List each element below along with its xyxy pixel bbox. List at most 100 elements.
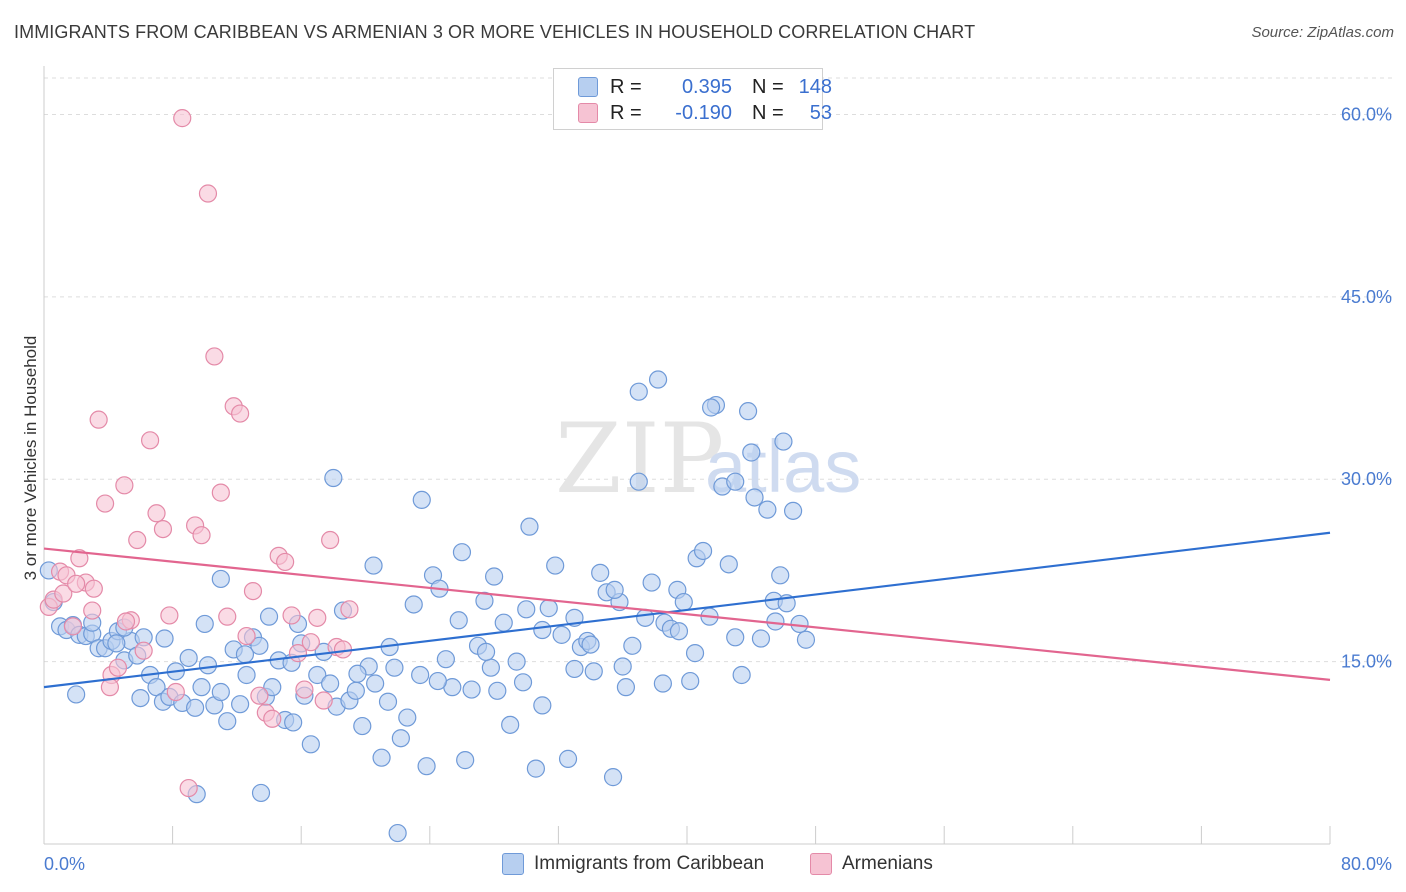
point-armenians <box>263 709 282 728</box>
point-armenians <box>166 682 185 702</box>
point-armenians <box>116 612 136 631</box>
point-caribbean <box>693 541 713 561</box>
legend-row-caribbean: R = 0.395 N = 148 <box>578 75 832 99</box>
watermark-zip: ZIP <box>555 403 724 515</box>
point-caribbean <box>685 644 705 663</box>
grid-layer <box>44 77 1392 663</box>
point-caribbean <box>198 656 218 675</box>
point-caribbean <box>507 652 526 671</box>
point-caribbean <box>702 398 721 417</box>
trend-line-caribbean <box>43 531 1331 689</box>
y-tick-label: 30.0% <box>1341 469 1392 489</box>
point-caribbean <box>107 634 126 653</box>
point-armenians <box>108 658 128 677</box>
point-caribbean <box>546 556 565 575</box>
point-caribbean <box>391 729 410 748</box>
legend-swatch-blue <box>578 77 598 97</box>
point-armenians <box>198 184 218 203</box>
point-caribbean <box>636 608 655 627</box>
point-caribbean <box>179 648 198 668</box>
point-caribbean <box>428 671 447 691</box>
point-caribbean <box>581 635 600 654</box>
point-armenians <box>282 606 301 625</box>
y-tick-label: 15.0% <box>1341 652 1392 672</box>
point-armenians <box>147 504 166 523</box>
point-caribbean <box>364 556 383 575</box>
point-caribbean <box>398 708 417 727</box>
point-caribbean <box>284 713 303 732</box>
point-caribbean <box>783 501 803 520</box>
legend-swatch-pink <box>578 103 598 123</box>
legend-r-label: R = <box>610 101 642 124</box>
point-armenians <box>218 607 237 626</box>
point-caribbean <box>591 563 610 582</box>
bottom-legend-swatch-blue <box>502 853 524 875</box>
point-armenians <box>67 574 86 593</box>
point-caribbean <box>385 658 404 677</box>
point-caribbean <box>681 671 700 691</box>
point-armenians <box>95 494 115 513</box>
legend-row-armenians: R = -0.190 N = 53 <box>578 101 832 125</box>
point-caribbean <box>259 607 279 626</box>
point-caribbean <box>533 620 552 640</box>
point-caribbean <box>348 664 367 683</box>
point-caribbean <box>771 566 790 585</box>
point-caribbean <box>603 768 623 787</box>
point-armenians <box>314 691 333 710</box>
point-caribbean <box>558 749 578 768</box>
point-caribbean <box>301 735 320 754</box>
point-caribbean <box>494 613 513 632</box>
point-caribbean <box>211 682 230 702</box>
point-caribbean <box>719 555 738 574</box>
point-caribbean <box>669 622 689 641</box>
y-tick-label: 45.0% <box>1341 287 1392 307</box>
point-caribbean <box>67 685 86 704</box>
bottom-legend-caribbean: Immigrants from Caribbean <box>502 850 764 878</box>
point-caribbean <box>766 612 785 631</box>
point-caribbean <box>378 692 398 711</box>
ticklabel-layer: 15.0% 30.0% 45.0% 60.0% 0.0% 80.0% <box>44 104 1392 874</box>
point-caribbean <box>552 625 571 644</box>
point-armenians <box>250 686 269 705</box>
point-caribbean <box>404 595 423 614</box>
point-caribbean <box>263 678 282 697</box>
point-caribbean <box>211 569 230 589</box>
point-caribbean <box>388 823 407 843</box>
point-armenians <box>84 579 103 598</box>
legend-n-label: N = <box>752 101 784 124</box>
point-caribbean <box>742 443 761 462</box>
point-caribbean <box>539 599 558 618</box>
point-caribbean <box>726 472 745 491</box>
point-caribbean <box>321 674 340 693</box>
point-caribbean <box>186 698 205 717</box>
point-caribbean <box>533 696 552 715</box>
point-caribbean <box>565 659 584 679</box>
point-caribbean <box>623 636 642 655</box>
point-caribbean <box>417 757 436 776</box>
point-caribbean <box>513 673 533 692</box>
point-caribbean <box>488 681 507 700</box>
point-armenians <box>89 410 108 429</box>
point-caribbean <box>584 662 603 681</box>
point-caribbean <box>613 657 632 676</box>
point-armenians <box>160 606 179 625</box>
bottom-legend-swatch-pink <box>810 853 832 875</box>
point-caribbean <box>526 759 545 778</box>
point-caribbean <box>642 573 661 592</box>
point-caribbean <box>476 642 496 661</box>
x-tick-label: 0.0% <box>44 854 85 874</box>
point-caribbean <box>366 674 385 693</box>
legend-n-value: 53 <box>809 101 832 124</box>
point-caribbean <box>436 650 455 669</box>
point-caribbean <box>796 630 816 649</box>
legend-r-value: 0.395 <box>681 75 732 98</box>
point-armenians <box>340 600 359 619</box>
point-caribbean <box>192 678 211 697</box>
points-layer <box>39 109 816 843</box>
point-armenians <box>276 552 295 572</box>
axis-layer <box>43 66 1331 845</box>
point-armenians <box>83 601 102 620</box>
point-caribbean <box>218 712 237 731</box>
point-armenians <box>321 530 340 550</box>
bottom-legend-label: Immigrants from Caribbean <box>534 853 765 874</box>
